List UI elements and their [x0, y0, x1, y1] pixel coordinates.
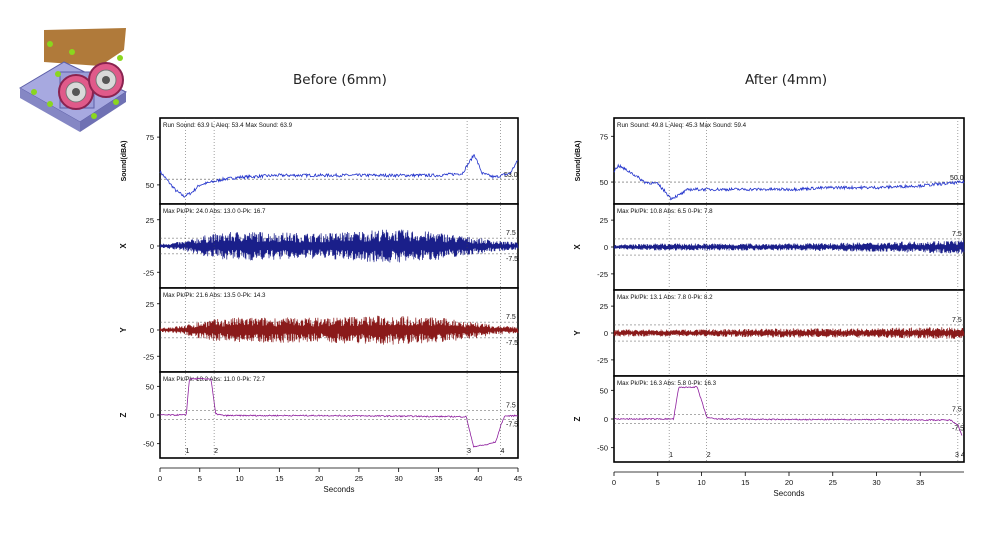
- x-tick-label: 35: [916, 478, 924, 487]
- y-tick-label: 25: [146, 216, 154, 225]
- y-tick-label: -25: [597, 270, 608, 279]
- y-tick-label: 0: [604, 415, 608, 424]
- x-tick-label: 30: [872, 478, 880, 487]
- x-tick-label: 0: [158, 474, 162, 483]
- y-tick-label: 50: [600, 386, 608, 395]
- y-tick-label: 0: [150, 326, 154, 335]
- chart-svg: Run Sound: 63.9 L Aleq: 53.4 Max Sound: …: [119, 117, 522, 494]
- after-title: After (4mm): [745, 72, 828, 88]
- mechanical-assembly-thumbnail: [19, 28, 128, 132]
- x-tick-label: 15: [275, 474, 283, 483]
- before-title: Before (6mm): [293, 72, 387, 88]
- y-tick-label: 50: [600, 178, 608, 187]
- y-tick-label: 50: [146, 382, 154, 391]
- reference-label-low: -7.5: [506, 421, 518, 428]
- panel-ylabel-y: Y: [573, 330, 582, 336]
- reference-label-low: -7.5: [506, 256, 518, 263]
- x-tick-label: 5: [656, 478, 660, 487]
- panel-stats-sound: Run Sound: 49.8 L Aleq: 45.3 Max Sound: …: [617, 122, 747, 129]
- panel-stats-x: Max Pk/Pk: 24.0 Abs: 13.0 0-Pk: 16.7: [163, 208, 266, 215]
- x-tick-label: 45: [514, 474, 522, 483]
- panel-frame-sound: [159, 117, 519, 205]
- series-line-sound: [159, 154, 519, 198]
- x-tick-label: 15: [741, 478, 749, 487]
- marker-label: 2: [707, 452, 711, 459]
- x-tick-label: 20: [315, 474, 323, 483]
- x-tick-label: 10: [697, 478, 705, 487]
- y-tick-label: -25: [143, 352, 154, 361]
- marker-label: 3: [467, 448, 471, 455]
- panel-stats-z: Max Pk/Pk: 16.3 Abs: 5.8 0-Pk: 16.3: [617, 380, 717, 387]
- marker-label: 2: [214, 448, 218, 455]
- marker-label: 3 4: [955, 452, 965, 459]
- before-chart: Run Sound: 63.9 L Aleq: 53.4 Max Sound: …: [112, 112, 530, 508]
- reference-label: 7.5: [952, 231, 962, 238]
- x-tick-label: 25: [355, 474, 363, 483]
- reference-label: 50.0: [950, 175, 964, 182]
- x-tick-label: 0: [612, 478, 616, 487]
- panel-ylabel-x: X: [119, 243, 128, 249]
- series-line-z: [159, 377, 519, 448]
- reference-label: 7.5: [506, 230, 516, 237]
- y-tick-label: 0: [150, 242, 154, 251]
- panel-ylabel-y: Y: [119, 327, 128, 333]
- x-tick-label: 10: [235, 474, 243, 483]
- panel-ylabel-x: X: [573, 244, 582, 250]
- y-tick-label: 0: [604, 329, 608, 338]
- reference-label: 53.0: [504, 172, 518, 179]
- y-tick-label: -50: [143, 440, 154, 449]
- y-tick-label: -25: [143, 268, 154, 277]
- x-axis-label: Seconds: [773, 489, 804, 498]
- series-line-z: [613, 385, 963, 436]
- series-signal-x: [613, 240, 965, 254]
- reference-label: 7.5: [952, 317, 962, 324]
- panel-ylabel-z: Z: [573, 416, 582, 421]
- y-tick-label: 25: [146, 300, 154, 309]
- y-tick-label: -50: [597, 444, 608, 453]
- y-tick-label: 0: [150, 411, 154, 420]
- series-signal-y: [613, 327, 965, 339]
- y-tick-label: 0: [604, 243, 608, 252]
- reference-label-low: -7.5: [506, 340, 518, 347]
- chart-svg: Run Sound: 49.8 L Aleq: 45.3 Max Sound: …: [573, 117, 965, 498]
- reference-label: 7.5: [506, 314, 516, 321]
- panel-ylabel-z: Z: [119, 412, 128, 417]
- reference-label: 7.5: [506, 403, 516, 410]
- after-chart: Run Sound: 49.8 L Aleq: 45.3 Max Sound: …: [566, 110, 974, 508]
- x-tick-label: 40: [474, 474, 482, 483]
- reference-label-low: -7.5: [952, 425, 964, 432]
- series-line-sound: [613, 163, 965, 201]
- marker-label: 1: [186, 448, 190, 455]
- y-tick-label: 75: [146, 133, 154, 142]
- panel-ylabel-sound: Sound(dBA): [121, 141, 128, 182]
- y-tick-label: 50: [146, 181, 154, 190]
- panel-stats-sound: Run Sound: 63.9 L Aleq: 53.4 Max Sound: …: [163, 122, 293, 129]
- bracket-plate-icon: [44, 28, 126, 66]
- y-tick-label: 25: [600, 216, 608, 225]
- series-signal-x: [159, 229, 519, 263]
- marker-label: 1: [669, 452, 673, 459]
- panel-frame-sound: [613, 117, 965, 205]
- y-tick-label: 75: [600, 132, 608, 141]
- x-tick-label: 25: [829, 478, 837, 487]
- y-tick-label: 25: [600, 302, 608, 311]
- reference-label: 7.5: [952, 407, 962, 414]
- series-signal-y: [159, 315, 519, 345]
- y-tick-label: -25: [597, 356, 608, 365]
- panel-stats-y: Max Pk/Pk: 13.1 Abs: 7.8 0-Pk: 8.2: [617, 294, 713, 301]
- panel-stats-y: Max Pk/Pk: 21.6 Abs: 13.5 0-Pk: 14.3: [163, 292, 266, 299]
- x-tick-label: 35: [434, 474, 442, 483]
- panel-stats-x: Max Pk/Pk: 10.8 Abs: 6.5 0-Pk: 7.8: [617, 208, 713, 215]
- panel-ylabel-sound: Sound(dBA): [575, 141, 582, 182]
- x-tick-label: 30: [394, 474, 402, 483]
- x-axis-label: Seconds: [323, 485, 354, 494]
- x-tick-label: 20: [785, 478, 793, 487]
- x-tick-label: 5: [198, 474, 202, 483]
- marker-label: 4: [501, 448, 505, 455]
